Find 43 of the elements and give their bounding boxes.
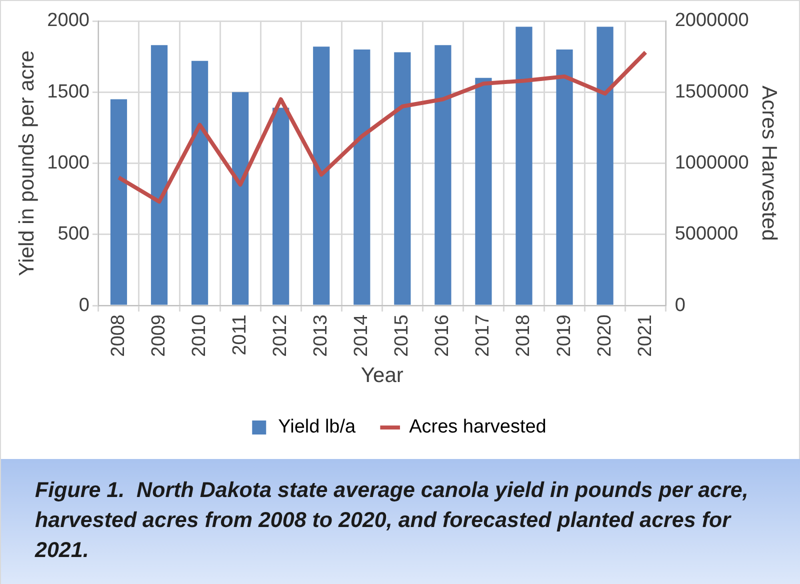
x-tick-label: 2016 [432,314,454,357]
bar [394,52,411,305]
x-tick-label: 2012 [270,314,292,357]
y2-tick-label: 1500000 [674,81,749,102]
bar [272,108,290,305]
bar [556,49,573,305]
bar [150,45,168,305]
legend-label: Acres harvested [409,416,546,438]
y-tick-label: 1500 [47,81,90,102]
y2-tick-label: 500000 [674,224,738,245]
legend-label: Yield lb/a [278,416,356,438]
bar [354,49,370,305]
x-axis-title: Year [360,364,404,388]
y2-axis-title: Acres Harvested [758,86,781,241]
bar [596,26,614,305]
x-tick-label: 2010 [189,314,210,357]
x-tick-label: 2021 [634,314,656,357]
y-tick-label: 1000 [47,152,90,174]
x-tick-label: 2011 [230,314,251,356]
bar [110,99,128,305]
y-tick-label: 0 [78,294,90,316]
y-tick-label: 500 [58,224,90,245]
x-tick-label: 2018 [513,314,534,357]
caption: Figure 1. North Dakota state average canola yield in pounds per acre, harvested acres from 2008 to 2020, and forecasted planted acres for 2021. [1,459,800,584]
x-tick-label: 2008 [108,314,129,357]
y-tick-label: 2000 [47,10,90,32]
y2-tick-label: 2000000 [674,10,749,32]
bar [516,26,532,305]
x-tick-label: 2015 [392,314,413,357]
bar [313,46,330,305]
bar [191,60,208,305]
x-tick-label: 2013 [310,314,332,357]
x-tick-label: 2009 [148,314,170,357]
y-axis-title: Yield in pounds per acre [15,50,38,276]
y2-tick-label: 1000000 [674,152,749,174]
x-tick-label: 2020 [594,314,616,357]
x-tick-label: 2014 [351,314,372,357]
x-tick-label: 2019 [554,314,575,357]
bar [475,78,492,305]
bar [232,92,249,305]
bar [434,45,452,305]
y2-tick-label: 0 [674,294,686,316]
x-tick-label: 2017 [472,314,494,357]
